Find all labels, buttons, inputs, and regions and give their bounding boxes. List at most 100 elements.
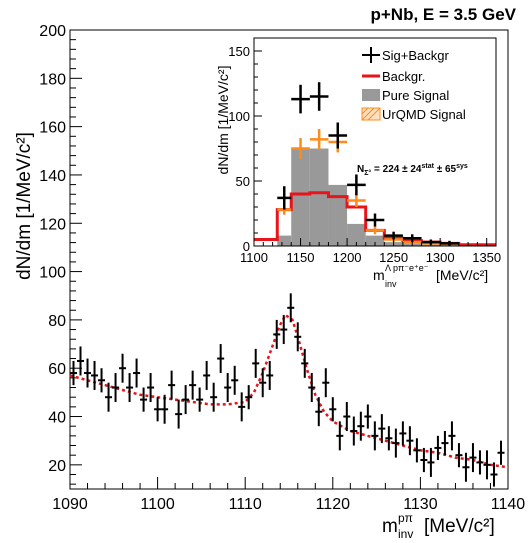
data-point	[427, 447, 435, 477]
data-point	[168, 370, 176, 400]
data-point	[441, 431, 449, 456]
data-point	[217, 344, 225, 374]
data-point	[378, 414, 386, 444]
main-x-tick-label: 1090	[52, 496, 88, 513]
inset-y-tick-label: 50	[236, 174, 250, 189]
urqmd-signal-point	[309, 129, 329, 150]
main-y-tick-label: 40	[48, 410, 66, 427]
main-y-tick-label: 20	[48, 458, 66, 475]
inset-x-tick-label: 1100	[240, 250, 268, 265]
data-point	[476, 450, 484, 475]
data-point	[322, 368, 330, 398]
inset-y-tick-label: 0	[243, 239, 250, 254]
inset-y-tick-label: 100	[228, 109, 250, 124]
data-point	[70, 360, 78, 386]
main-plot-frame	[69, 29, 509, 490]
annotation-main: N	[357, 164, 364, 175]
data-point	[280, 315, 288, 345]
data-point	[357, 411, 365, 441]
data-point	[161, 394, 169, 424]
inset-x-label-sup: Λ pπ⁻e⁺e⁻	[385, 263, 429, 273]
data-point	[343, 402, 351, 432]
pure-signal-bar	[328, 184, 348, 246]
data-point	[399, 421, 407, 446]
data-point	[434, 435, 442, 461]
data-point	[497, 440, 505, 465]
data-point	[112, 373, 120, 403]
data-point	[77, 346, 85, 376]
legend-label-sig-backgr: Sig+Backgr	[382, 48, 450, 63]
inset-annotation: NΣ° = 224 ± 24stat ± 65sys	[357, 163, 468, 177]
inset-legend: Sig+Backgr Backgr. Pure Signal UrQMD Sig…	[361, 47, 466, 122]
data-point	[147, 373, 155, 403]
data-point	[490, 462, 498, 487]
main-y-tick-label: 180	[39, 71, 66, 88]
main-y-tick-label: 200	[39, 23, 66, 40]
inset-x-label-sub: inv	[385, 279, 397, 289]
main-x-tick-label: 1110	[229, 496, 262, 513]
main-x-label-sup: pπ	[398, 511, 413, 525]
sig-backgr-point	[347, 174, 366, 196]
data-point	[91, 360, 99, 390]
main-x-tick-label: 1100	[140, 496, 175, 513]
fit-curve-line	[69, 313, 509, 469]
data-point	[350, 416, 358, 446]
data-point	[196, 387, 204, 412]
data-point	[175, 399, 183, 429]
main-x-tick-label: 1130	[403, 496, 438, 513]
data-point	[448, 421, 456, 451]
inset-x-label-main: m	[373, 267, 385, 283]
urqmd-signal-point	[347, 194, 366, 207]
legend-label-urqmd-signal: UrQMD Signal	[382, 107, 466, 122]
legend-label-pure-signal: Pure Signal	[382, 88, 449, 103]
main-x-axis-label: m pπ inv [MeV/c²]	[382, 511, 495, 541]
data-point	[455, 443, 463, 468]
data-point	[252, 348, 260, 378]
legend-item-pure-signal: Pure Signal	[362, 88, 449, 103]
data-point	[301, 348, 309, 378]
annotation-pm: ± 65	[434, 164, 457, 175]
data-point	[329, 397, 337, 422]
legend-label-backgr: Backgr.	[382, 69, 425, 84]
data-point	[105, 382, 113, 412]
inset-x-tick-label: 1350	[472, 250, 501, 265]
data-point	[224, 373, 232, 403]
inset-ticks: 1100 1150 1200 1250 1300 1350 0 50 100 150	[228, 37, 501, 265]
main-y-axis-label: dN/dm [1/MeV/c²]	[14, 132, 35, 280]
legend-item-backgr: Backgr.	[362, 69, 425, 84]
data-point	[294, 322, 302, 352]
data-point	[420, 447, 428, 473]
main-ticks: 1090 1100 1110 1120 1130 1140 20 40 60 80 100 120 14…	[39, 23, 525, 513]
main-y-tick-label: 120	[39, 216, 66, 233]
data-point	[462, 452, 470, 482]
data-point	[119, 353, 127, 383]
data-point	[469, 443, 477, 473]
data-point	[210, 382, 218, 412]
data-point	[189, 370, 197, 400]
inset-y-tick-label: 150	[228, 44, 250, 59]
data-point	[238, 392, 246, 422]
data-point	[336, 421, 344, 451]
data-point	[273, 319, 281, 349]
pure-signal-bar	[291, 148, 310, 246]
pure-signal-bar	[309, 148, 329, 246]
data-point	[182, 385, 190, 415]
data-point	[364, 404, 372, 429]
sig-backgr-point	[309, 82, 329, 111]
inset-x-tick-label: 1250	[379, 250, 408, 265]
main-y-tick-label: 160	[39, 120, 66, 137]
data-point	[140, 387, 148, 412]
main-data-points	[70, 293, 505, 487]
data-point	[392, 428, 400, 458]
legend-item-sig-backgr: Sig+Backgr	[362, 47, 450, 63]
main-x-tick-label: 1140	[491, 496, 526, 513]
inset-pure-signal-bars	[277, 148, 459, 246]
main-x-label-main: m	[382, 516, 398, 537]
pure-signal-bar	[365, 235, 385, 246]
pure-signal-bar	[277, 235, 292, 246]
data-point	[154, 397, 162, 422]
data-point	[203, 360, 211, 390]
inset-background	[246, 32, 500, 292]
main-fit-curve	[69, 313, 509, 469]
